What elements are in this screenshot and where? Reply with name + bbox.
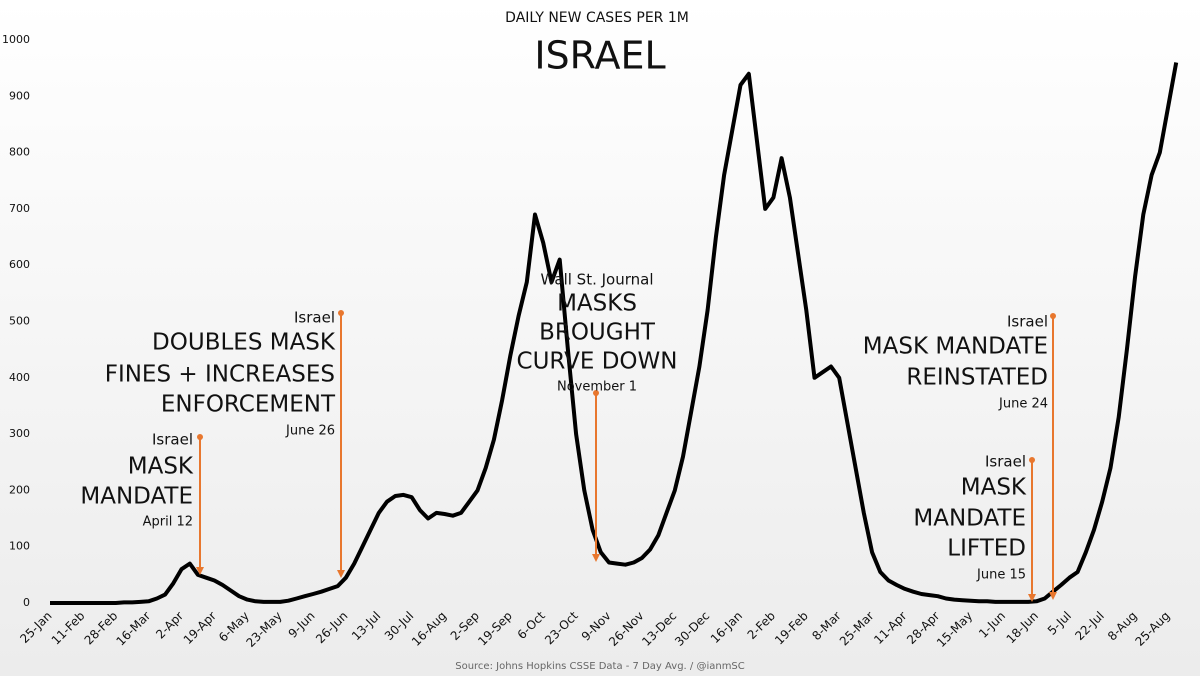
chart-supertitle: DAILY NEW CASES PER 1M: [505, 10, 689, 26]
annotation-text: LIFTED: [947, 536, 1026, 562]
annotation-text: Israel: [152, 431, 193, 449]
y-tick-label: 1000: [2, 33, 30, 46]
y-tick-label: 600: [9, 258, 30, 271]
annotation-dot: [338, 310, 344, 316]
annotation-text: November 1: [557, 380, 637, 395]
y-tick-label: 800: [9, 146, 30, 159]
y-tick-label: 700: [9, 202, 30, 215]
annotation-text: MASK MANDATE: [863, 334, 1048, 360]
y-tick-label: 100: [9, 540, 30, 553]
data-line: [50, 62, 1179, 605]
annotation-text: MASK: [961, 475, 1027, 501]
chart-title: ISRAEL: [534, 34, 665, 78]
annotation-text: Israel: [294, 309, 335, 327]
annotation-arrowhead: [337, 570, 345, 578]
annotation-dot: [1050, 313, 1056, 319]
annotation-text: REINSTATED: [906, 365, 1048, 391]
annotation-dot: [197, 434, 203, 440]
annotation-arrowhead: [196, 567, 204, 575]
annotation-text: BROUGHT: [539, 320, 656, 346]
annotation-text: June 15: [976, 568, 1026, 583]
annotation-arrowhead: [1049, 592, 1057, 600]
y-tick-label: 300: [9, 427, 30, 440]
annotation-text: CURVE DOWN: [517, 349, 678, 375]
annotation-text: MASKS: [557, 291, 637, 317]
annotation-text: ENFORCEMENT: [161, 392, 336, 418]
annotation-text: FINES + INCREASES: [105, 362, 335, 388]
annotation-text: Wall St. Journal: [541, 271, 654, 289]
annotation-dot: [1029, 457, 1035, 463]
annotation-dot: [593, 390, 599, 396]
annotation-arrowhead: [592, 554, 600, 562]
annotation-text: Israel: [1007, 313, 1048, 331]
annotation-text: DOUBLES MASK: [152, 330, 336, 356]
y-tick-label: 900: [9, 89, 30, 102]
y-tick-label: 500: [9, 315, 30, 328]
annotation-text: June 26: [285, 424, 335, 439]
annotation-text: MASK: [128, 454, 194, 480]
y-tick-label: 0: [23, 596, 30, 609]
annotation-text: June 24: [998, 397, 1048, 412]
y-tick-label: 400: [9, 371, 30, 384]
annotation-text: MANDATE: [80, 484, 193, 510]
y-tick-label: 200: [9, 483, 30, 496]
annotation-text: Israel: [985, 453, 1026, 471]
annotation-text: MANDATE: [913, 506, 1026, 532]
annotation-arrowhead: [1028, 594, 1036, 602]
annotation-text: April 12: [143, 515, 193, 530]
source: Source: Johns Hopkins CSSE Data - 7 Day …: [455, 661, 745, 672]
